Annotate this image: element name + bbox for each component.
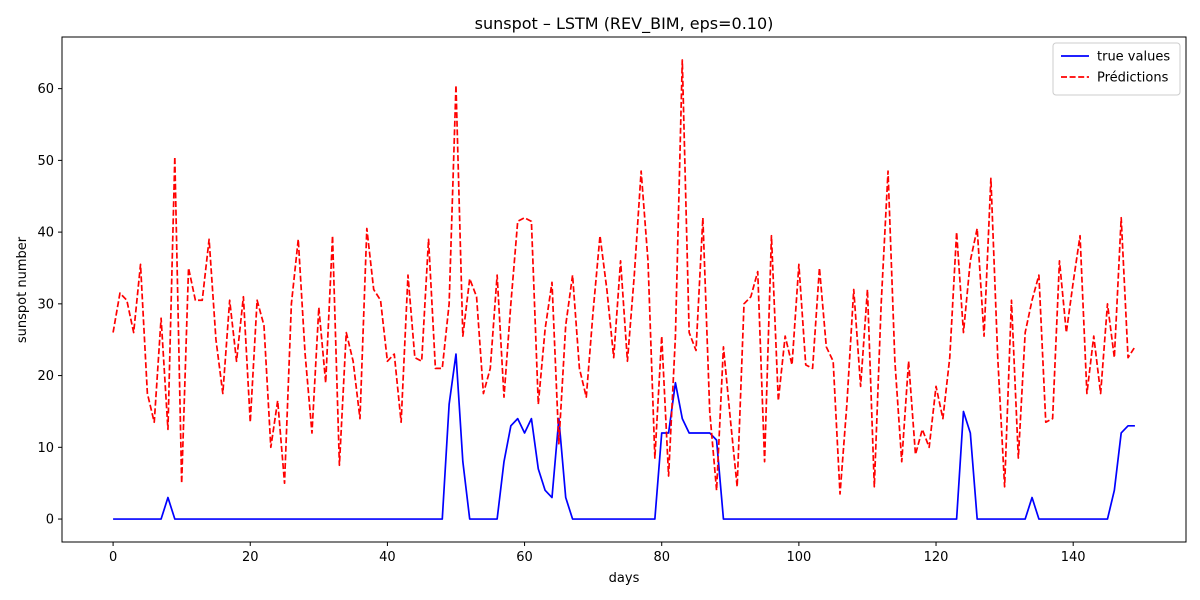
y-axis-label: sunspot number (15, 236, 30, 343)
x-axis-label: days (609, 571, 640, 586)
y-tick-label: 0 (46, 513, 54, 528)
y-tick-label: 10 (37, 441, 54, 456)
x-tick-label: 80 (653, 550, 670, 565)
x-tick-label: 140 (1061, 550, 1086, 565)
x-tick-label: 120 (924, 550, 949, 565)
x-tick-label: 40 (379, 550, 396, 565)
y-tick-label: 20 (37, 369, 54, 384)
x-tick-label: 100 (786, 550, 811, 565)
x-tick-label: 60 (516, 550, 533, 565)
plot-area (62, 37, 1186, 542)
series-layer (112, 59, 1136, 520)
legend: true values Prédictions (1052, 42, 1181, 96)
x-tick-label: 20 (242, 550, 259, 565)
plot-frame (61, 36, 1187, 543)
chart-title: sunspot – LSTM (REV_BIM, eps=0.10) (475, 14, 774, 34)
legend-label-0: true values (1097, 50, 1170, 65)
y-tick-label: 40 (37, 226, 54, 241)
legend-label-1: Prédictions (1097, 71, 1169, 86)
y-tick-label: 50 (37, 154, 54, 169)
x-tick-label: 0 (109, 550, 117, 565)
y-tick-label: 30 (37, 297, 54, 312)
y-axis-ticks: 0 10 20 30 40 50 60 (37, 82, 62, 528)
series-line-1 (112, 59, 1136, 495)
series-line-0 (113, 353, 1135, 520)
y-tick-label: 60 (37, 82, 54, 97)
x-axis-ticks: 0 20 40 60 80 100 120 140 (109, 542, 1086, 565)
